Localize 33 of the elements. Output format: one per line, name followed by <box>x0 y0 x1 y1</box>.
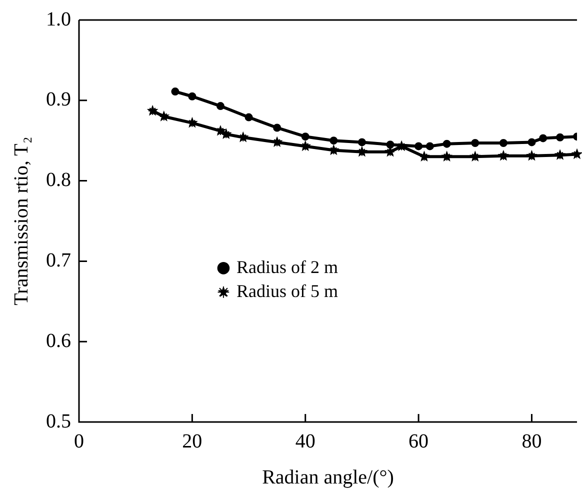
point <box>244 113 253 122</box>
point <box>442 140 451 148</box>
y-tick-label: 0.8 <box>46 169 71 192</box>
point <box>188 92 196 100</box>
x-axis-title: Radian angle/(°) <box>262 466 394 488</box>
legend-label: Radius of 2 m <box>236 256 338 277</box>
y-axis-title: Transmission rtio, T₂ <box>10 136 32 306</box>
point <box>414 142 423 150</box>
x-tick-label: 80 <box>522 430 542 452</box>
y-tick-label: 1.0 <box>46 8 71 30</box>
point <box>330 136 338 145</box>
x-tick-label: 20 <box>182 430 202 452</box>
x-tick-label: 40 <box>295 430 316 452</box>
point <box>528 138 536 146</box>
point <box>471 139 480 148</box>
point <box>539 134 548 142</box>
x-tick-label: 0 <box>74 430 84 452</box>
point <box>301 132 310 141</box>
point <box>358 138 366 146</box>
point <box>571 148 582 160</box>
x-tick-label: 60 <box>408 430 429 452</box>
legend-label: Radius of 5 m <box>236 280 338 301</box>
point <box>556 133 564 142</box>
point <box>426 142 434 150</box>
y-tick-label: 0.9 <box>46 88 71 111</box>
point <box>386 140 394 149</box>
y-tick-label: 0.7 <box>46 249 71 272</box>
y-tick-label: 0.5 <box>46 410 71 432</box>
point <box>171 88 180 96</box>
y-tick-label: 0.6 <box>46 330 71 352</box>
point <box>499 139 508 148</box>
point <box>216 102 224 110</box>
point <box>273 124 282 132</box>
